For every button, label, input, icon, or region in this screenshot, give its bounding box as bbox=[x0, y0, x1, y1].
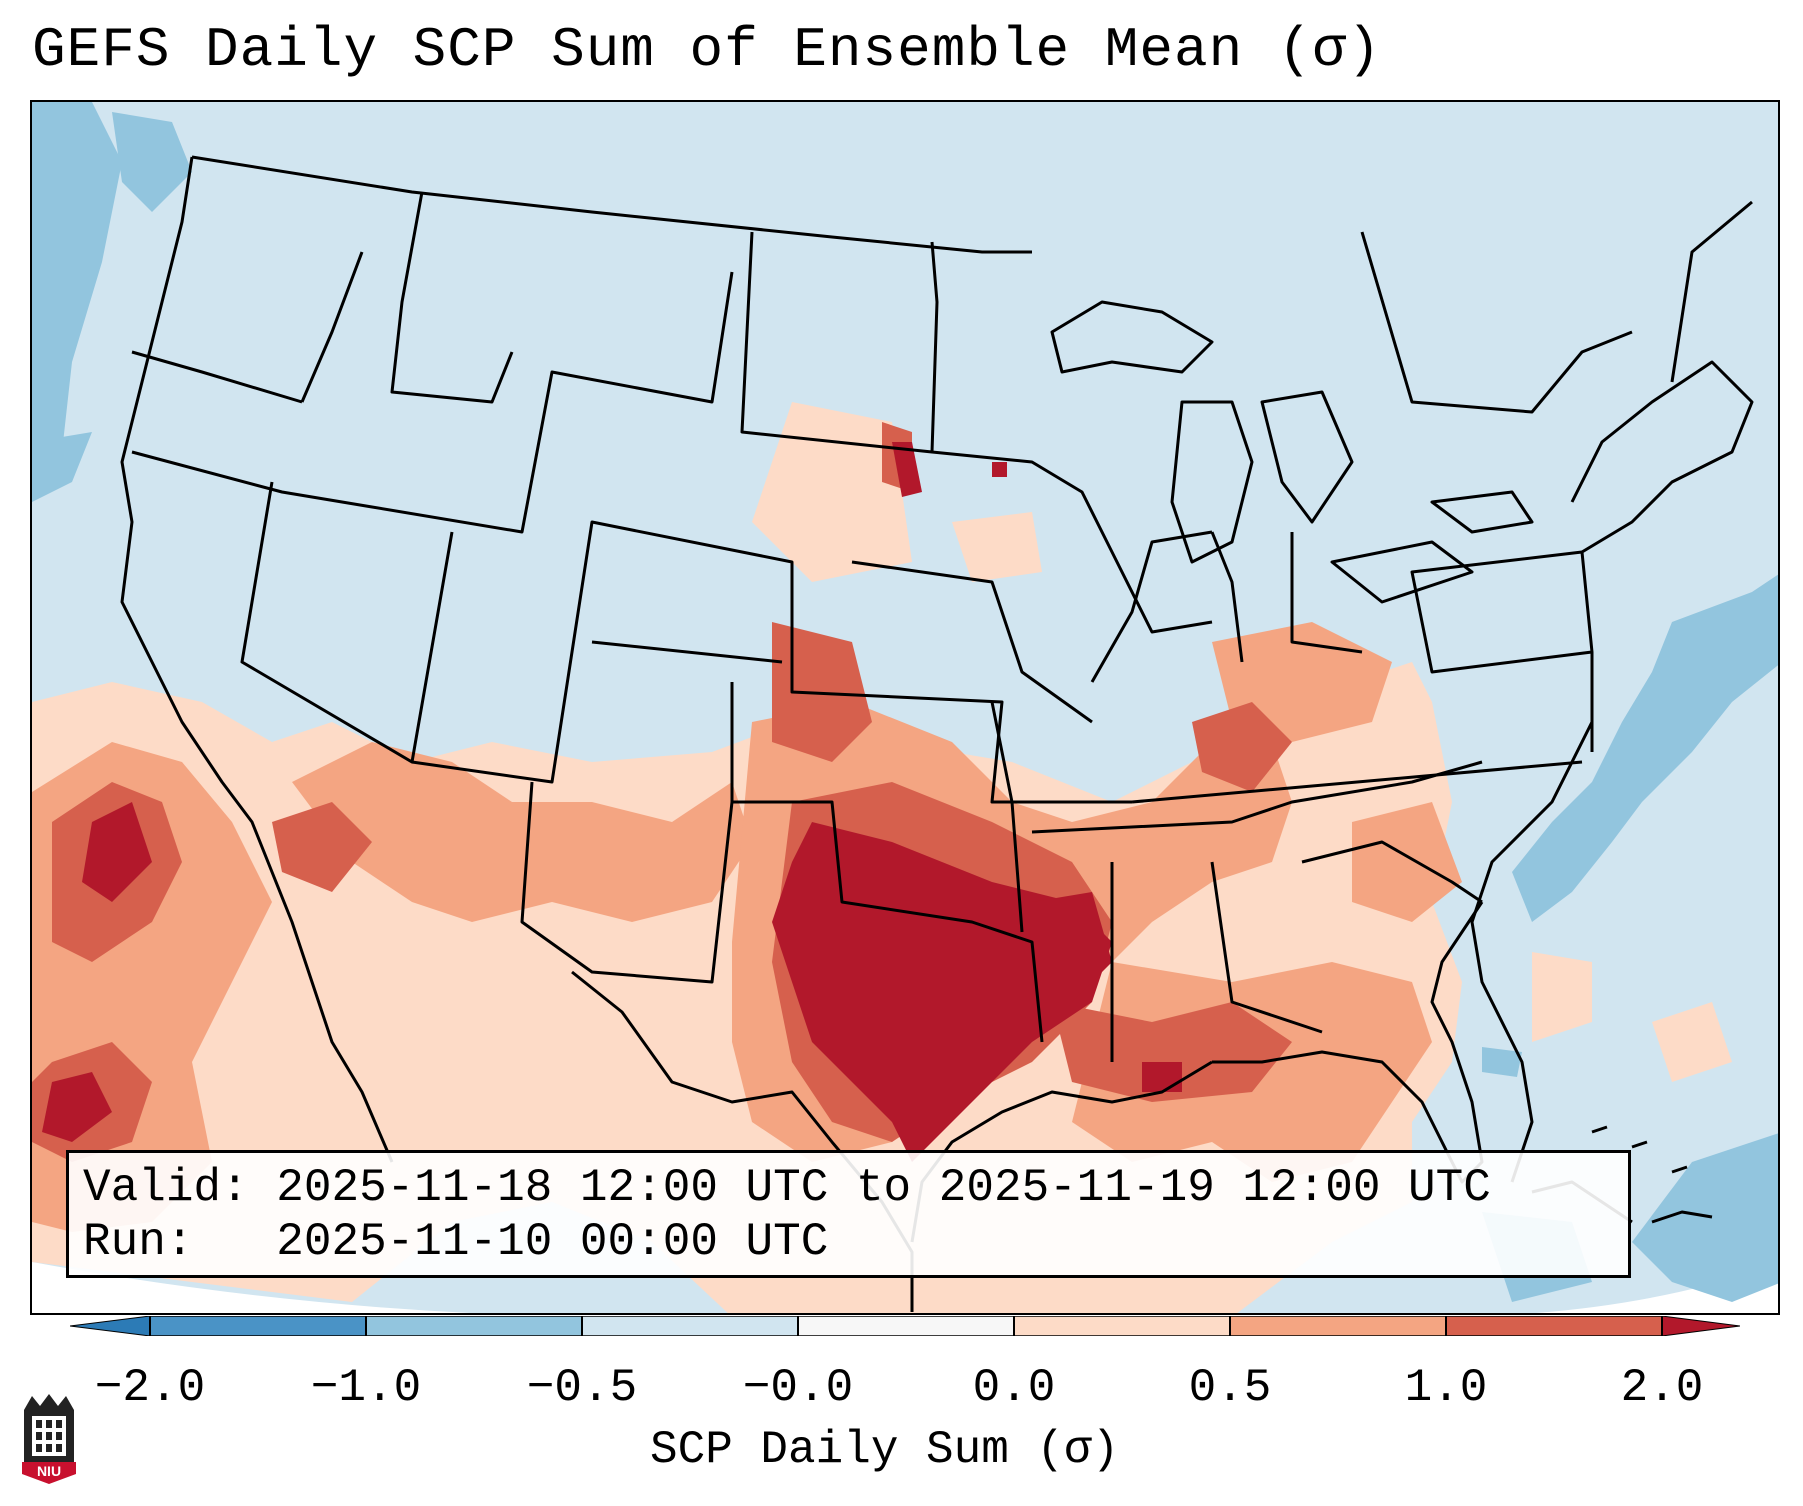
colorbar-tick-label: −1.0 bbox=[310, 1362, 422, 1414]
colorbar-segment bbox=[582, 1316, 798, 1336]
colorbar-tick-label: 2.0 bbox=[1620, 1362, 1704, 1414]
colorbar-extend-low bbox=[69, 1315, 151, 1337]
strong-positive-core bbox=[42, 442, 1182, 1162]
domain-edge-left bbox=[32, 1262, 471, 1313]
map-panel bbox=[30, 100, 1780, 1315]
colorbar-tick-label: −2.0 bbox=[94, 1362, 206, 1414]
valid-run-info-box: Valid: 2025-11-18 12:00 UTC to 2025-11-1… bbox=[66, 1150, 1631, 1278]
colorbar-tick-label: 1.0 bbox=[1404, 1362, 1488, 1414]
colorbar-segment bbox=[1014, 1316, 1230, 1336]
colorbar-segment bbox=[366, 1316, 582, 1336]
colorbar-segment bbox=[150, 1316, 366, 1336]
niu-logo: NIU bbox=[20, 1392, 78, 1484]
colorbar-segment bbox=[1230, 1316, 1446, 1336]
valid-label: Valid: bbox=[83, 1162, 249, 1214]
valid-time-range: 2025-11-18 12:00 UTC to 2025-11-19 12:00… bbox=[276, 1162, 1491, 1214]
colorbar-tick-label: −0.5 bbox=[526, 1362, 638, 1414]
page-title: GEFS Daily SCP Sum of Ensemble Mean (σ) bbox=[32, 18, 1382, 82]
domain-edge-right bbox=[1536, 1263, 1778, 1313]
run-time: 2025-11-10 00:00 UTC bbox=[276, 1216, 829, 1268]
run-label: Run: bbox=[83, 1216, 194, 1268]
colorbar-title: SCP Daily Sum (σ) bbox=[650, 1424, 1120, 1476]
colorbar-tick-label: 0.0 bbox=[972, 1362, 1056, 1414]
colorbar-tick-label: 0.5 bbox=[1188, 1362, 1272, 1414]
state-borders bbox=[120, 155, 1754, 1312]
scp-anomaly-map bbox=[32, 102, 1778, 1313]
colorbar bbox=[69, 1315, 1741, 1341]
colorbar-tick-label: −0.0 bbox=[742, 1362, 854, 1414]
colorbar-segment bbox=[798, 1316, 1014, 1336]
colorbar-extend-high bbox=[1661, 1315, 1741, 1337]
logo-text: NIU bbox=[37, 1463, 61, 1479]
colorbar-segment bbox=[1446, 1316, 1662, 1336]
colorbar-bar bbox=[69, 1315, 1741, 1337]
